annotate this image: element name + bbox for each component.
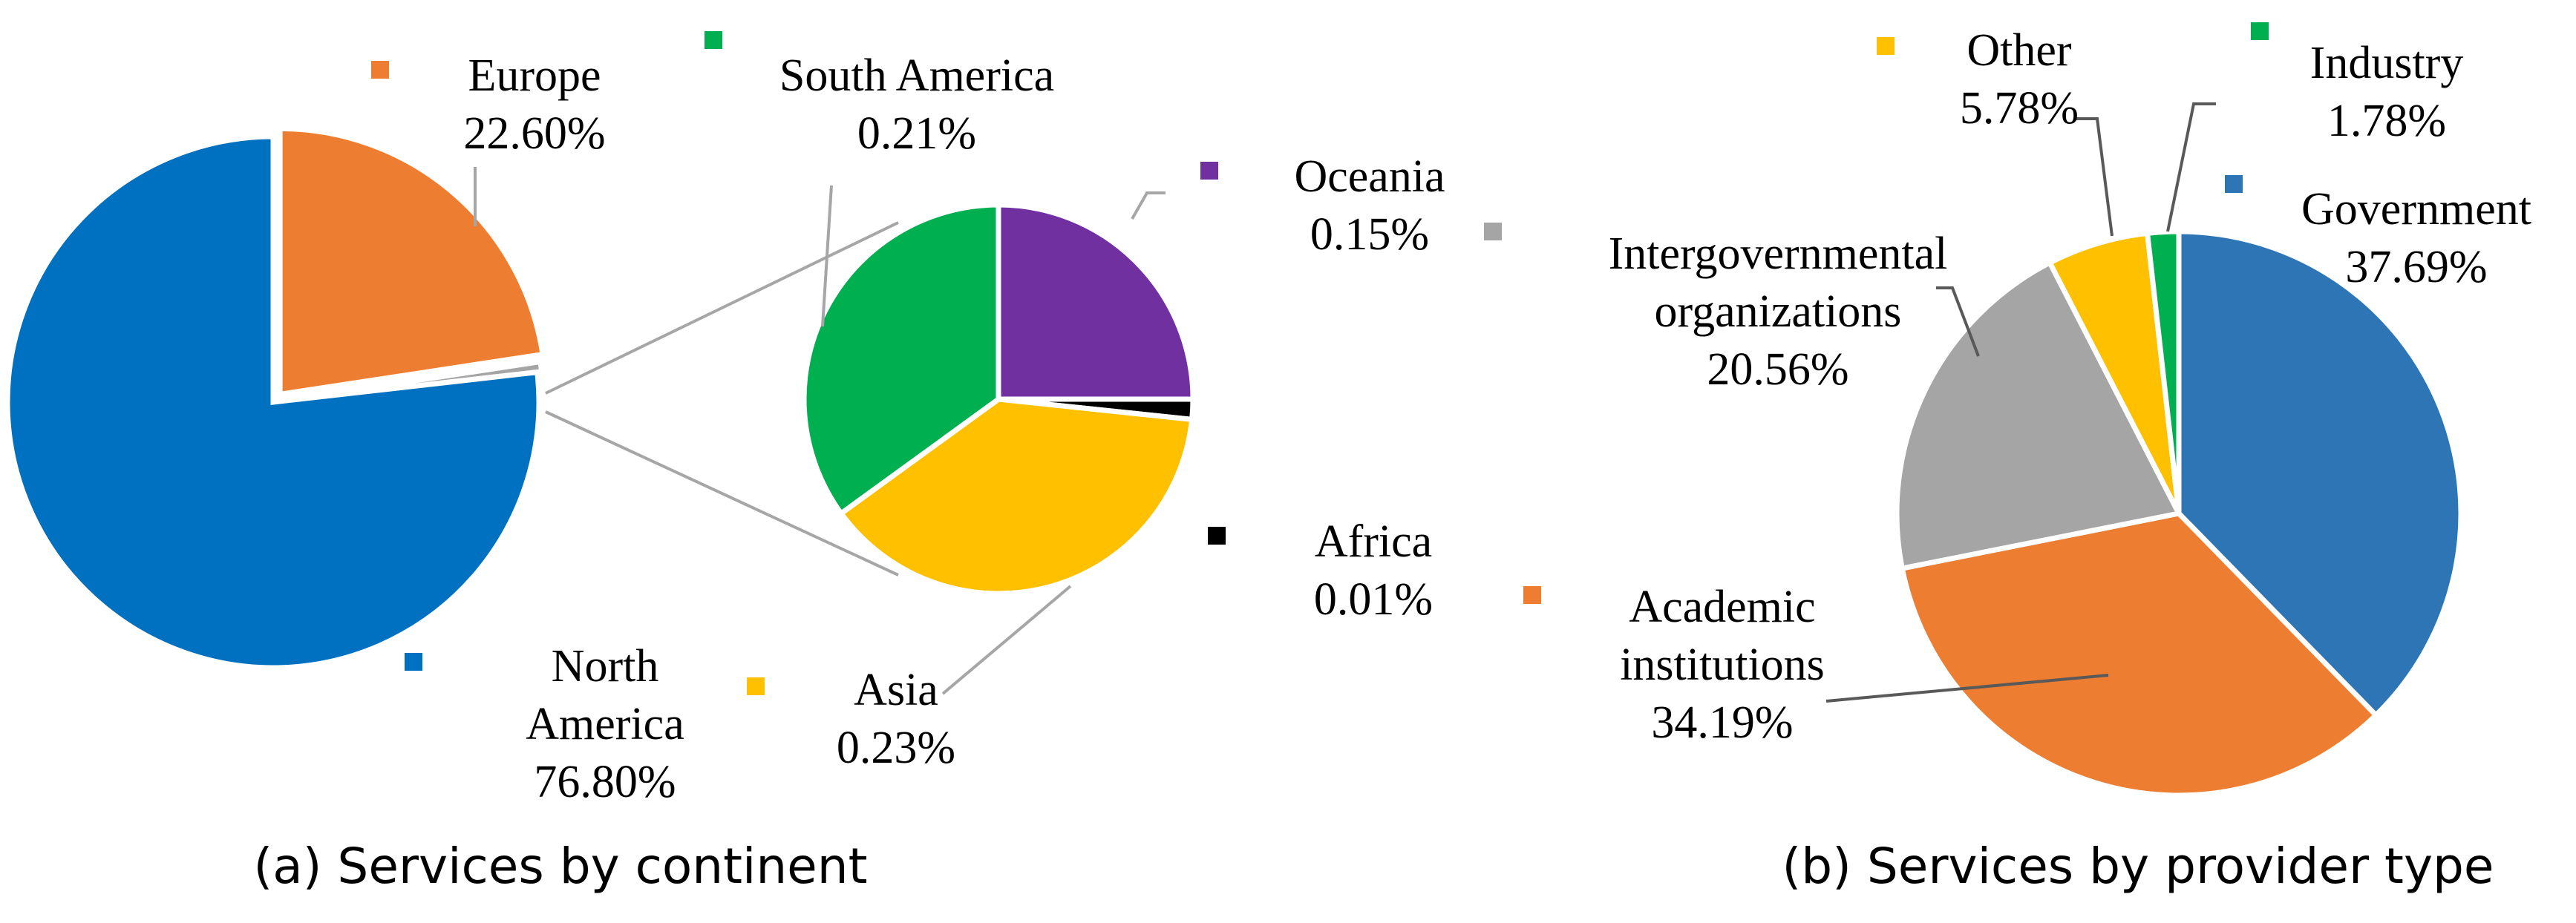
label-africa-name: Africa (1315, 516, 1432, 567)
label-europe-name: Europe (468, 50, 601, 101)
main-pie (4, 125, 546, 671)
leader-line-other (2075, 117, 2114, 237)
leader-line-south-america (821, 185, 833, 327)
pie-slice-oceania (996, 202, 1196, 402)
pie-slice-south-america (801, 202, 1001, 517)
legend-marker-industry (2251, 22, 2269, 40)
label-south-america-name: South America (779, 50, 1054, 101)
label-europe-pct: 22.60% (463, 108, 605, 159)
label-government-name: Government (2301, 184, 2531, 234)
connector-line-upper (545, 221, 899, 395)
label-academic-pct: 34.19% (1651, 697, 1793, 748)
label-academic-name-2: institutions (1620, 640, 1825, 690)
legend-marker-other (1484, 223, 1502, 240)
label-industry-pct: 1.78% (2327, 96, 2446, 146)
pie-slice-government (2176, 229, 2464, 719)
caption-b: (b) Services by provider type (1782, 838, 2494, 895)
legend-marker-africa (1208, 527, 1226, 545)
label-other-pct: 5.78% (1960, 83, 2079, 134)
legend-marker-north-america (405, 653, 422, 671)
label-intergovernmental-name-1: Intergovernmental (1609, 229, 1948, 279)
legend-marker-asia (747, 677, 765, 695)
leader-line-intergovernmental (1936, 286, 1980, 357)
label-north-america-pct: 76.80% (534, 757, 676, 807)
pie-slice-europe (277, 125, 546, 398)
leader-line-industry (2166, 102, 2216, 232)
secondary-pie (801, 202, 1196, 597)
caption-a: (a) Services by continent (254, 838, 868, 895)
pie-slice-academic-institutions (1899, 510, 2380, 798)
legend-marker-oceania (1200, 162, 1218, 180)
legend-marker-south-america (705, 31, 722, 49)
label-africa-pct: 0.01% (1314, 574, 1433, 625)
pie-slice-intergovernmental-organizations (1894, 259, 2183, 572)
legend-marker-other-provider (1877, 37, 1895, 55)
label-asia-pct: 0.23% (837, 723, 955, 773)
label-north-america-name-2: America (526, 699, 684, 749)
label-oceania-name: Oceania (1294, 151, 1445, 202)
label-academic-name-1: Academic (1629, 582, 1815, 632)
label-south-america-pct: 0.21% (857, 108, 976, 159)
label-intergovernmental-name-2: organizations (1655, 286, 1902, 337)
legend-marker-academic (1523, 586, 1541, 604)
label-asia-name: Asia (854, 665, 938, 715)
leader-line-asia (941, 585, 1072, 695)
label-oceania-pct: 0.15% (1310, 209, 1429, 260)
label-industry-name: Industry (2310, 38, 2464, 88)
label-government-pct: 37.69% (2345, 242, 2487, 292)
pie-slice-industry (2144, 229, 2182, 514)
label-north-america-name-1: North (552, 641, 659, 692)
legend-marker-europe (371, 61, 389, 79)
leader-line-academic (1825, 674, 2109, 703)
leader-line-oceania (1131, 191, 1166, 220)
label-other-name: Other (1967, 25, 2072, 76)
chart-services-by-continent: Europe 22.60% South America 0.21% Oceani… (4, 31, 1502, 895)
legend-marker-government (2225, 175, 2243, 193)
label-intergovernmental-pct: 20.56% (1707, 344, 1848, 395)
pie-slice-asia (837, 396, 1195, 597)
connector-line-lower (545, 410, 899, 577)
pie-slice-north-america (4, 134, 542, 671)
chart-services-by-provider-type: Other 5.78% Industry 1.78% Government 37… (1523, 22, 2531, 895)
provider-pie (1894, 229, 2464, 798)
